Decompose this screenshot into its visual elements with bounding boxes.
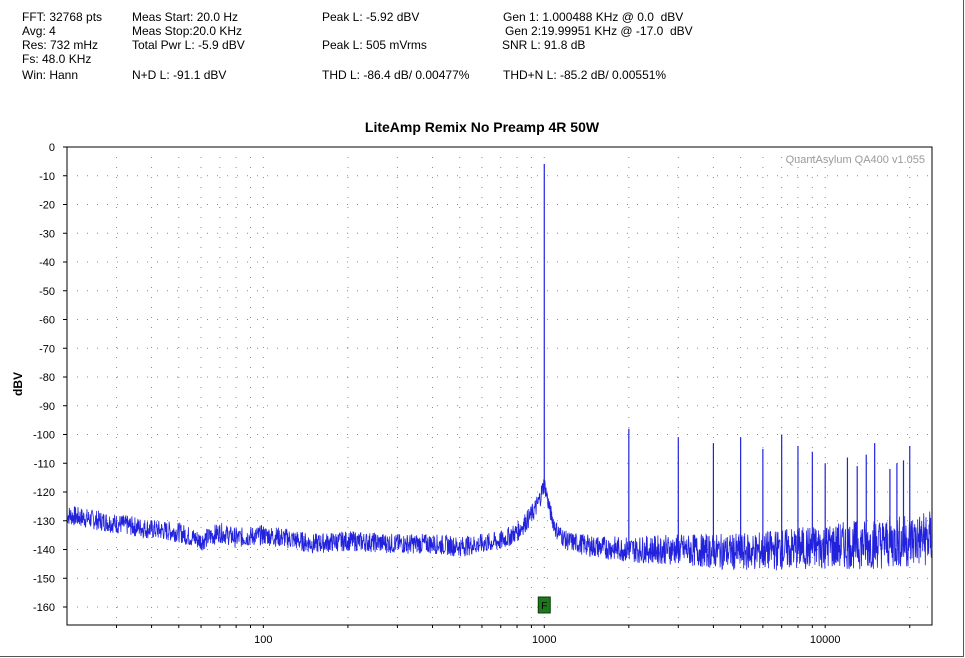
stat-meas-stop: Meas Stop:20.0 KHz: [132, 24, 243, 38]
watermark: QuantAsylum QA400 v1.055: [786, 154, 925, 166]
y-tick-label: -70: [39, 343, 55, 355]
y-tick-label: -50: [39, 286, 55, 298]
y-tick-label: -120: [33, 487, 55, 499]
y-tick-label: -160: [33, 602, 55, 614]
y-tick-label: -140: [33, 545, 55, 557]
stat-fs: Fs: 48.0 KHz: [22, 52, 92, 66]
x-tick-label: 10000: [810, 634, 841, 646]
stat-thd: THD L: -86.4 dB/ 0.00477%: [322, 68, 470, 82]
stat-total-pwr: Total Pwr L: -5.9 dBV: [132, 38, 245, 52]
y-tick-label: -130: [33, 516, 55, 528]
x-tick-label: 100: [254, 634, 272, 646]
chart-title: LiteAmp Remix No Preamp 4R 50W: [365, 119, 600, 135]
stat-thdn: THD+N L: -85.2 dB/ 0.00551%: [503, 68, 667, 82]
axis-ticks: 0 -10 -20 -30 -40 -50 -60 -70 -80 -90 -100 -110 -120…: [33, 142, 911, 646]
stat-peak-vrms: Peak L: 505 mVrms: [322, 38, 427, 52]
y-tick-label: -110: [34, 458, 55, 470]
y-tick-label: -150: [33, 573, 55, 585]
fundamental-marker[interactable]: F: [537, 596, 551, 614]
y-tick-label: -40: [39, 257, 55, 269]
stat-gen2: Gen 2:19.99951 KHz @ -17.0 dBV: [505, 24, 693, 38]
stat-res: Res: 732 mHz: [22, 38, 99, 52]
marker-box[interactable]: [537, 596, 551, 614]
y-tick-label: 0: [49, 142, 55, 154]
y-tick-label: -90: [39, 401, 55, 413]
stat-fft: FFT: 32768 pts: [22, 10, 103, 24]
stat-gen1: Gen 1: 1.000488 KHz @ 0.0 dBV: [503, 10, 684, 24]
y-tick-label: -10: [39, 171, 55, 183]
spectrum-series: [66, 163, 933, 571]
stat-peak-dbv: Peak L: -5.92 dBV: [322, 10, 420, 24]
y-tick-label: -80: [39, 372, 55, 384]
stat-win: Win: Hann: [22, 68, 79, 82]
y-axis-label: dBV: [11, 372, 25, 396]
x-tick-label: 1000: [532, 634, 556, 646]
y-tick-label: -30: [39, 228, 55, 240]
y-tick-label: -20: [39, 200, 55, 212]
noise-floor-line: [66, 479, 933, 571]
stat-snr: SNR L: 91.8 dB: [502, 38, 586, 52]
stat-nd: N+D L: -91.1 dBV: [132, 68, 227, 82]
marker-label: F: [541, 601, 547, 612]
stat-meas-start: Meas Start: 20.0 Hz: [132, 10, 239, 24]
y-tick-label: -100: [33, 430, 55, 442]
y-tick-label: -60: [39, 315, 55, 327]
stat-avg: Avg: 4: [22, 24, 56, 38]
